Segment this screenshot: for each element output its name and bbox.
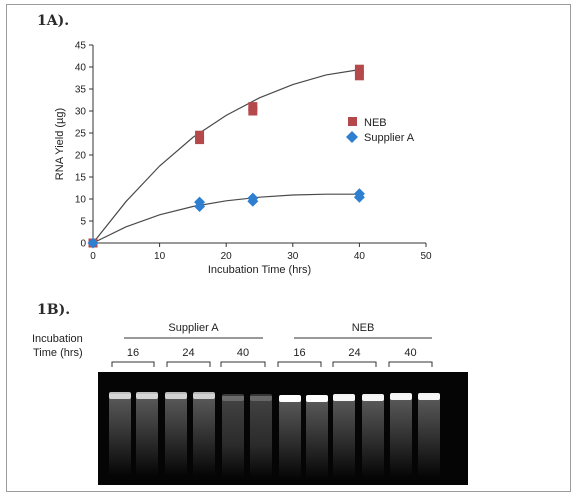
- gel-time-label: 16: [293, 347, 305, 359]
- fit-curve-1: [92, 193, 360, 244]
- gel-band: [193, 392, 215, 399]
- gel-time-label: 24: [182, 347, 194, 359]
- data-point: [353, 188, 365, 200]
- y-tick-label: 35: [75, 85, 87, 96]
- gel-lane-smear: [362, 396, 384, 478]
- gel-group-label: Supplier A: [168, 322, 219, 334]
- legend-label: NEB: [364, 117, 387, 129]
- x-tick-label: 10: [154, 251, 166, 262]
- gel-band: [306, 395, 328, 402]
- gel-lane-smear: [250, 396, 272, 478]
- x-axis-label: Incubation Time (hrs): [208, 264, 311, 276]
- gel-band: [222, 394, 244, 401]
- y-tick-label: 15: [75, 173, 87, 184]
- figure-frame: 1A). 1B). 0 5 10 15 20 25 30 35 40 45 0 10 20 30 40 50 I…: [6, 4, 571, 492]
- gel-time-bracket: [332, 361, 377, 367]
- y-tick-label: 0: [80, 239, 86, 250]
- y-tick-label: 10: [75, 195, 87, 206]
- incubation-label: Incubation: [32, 333, 83, 345]
- gel-time-bracket: [277, 361, 322, 367]
- gel-band: [279, 395, 301, 402]
- x-tick-label: 20: [221, 251, 233, 262]
- data-point: [248, 102, 258, 112]
- gel-lane-smear: [109, 394, 131, 476]
- gel-time-label: 40: [404, 347, 416, 359]
- gel-band: [362, 394, 384, 401]
- gel-lane-smear: [390, 395, 412, 477]
- data-point: [354, 64, 364, 74]
- legend-label: Supplier A: [364, 132, 415, 144]
- gel-lane-smear: [222, 396, 244, 478]
- panel-a-label: 1A).: [37, 13, 70, 29]
- gel-lane-smear: [418, 395, 440, 477]
- x-tick-label: 0: [90, 251, 96, 262]
- y-tick-label: 30: [75, 107, 87, 118]
- gel-band: [165, 392, 187, 399]
- y-tick-label: 45: [75, 41, 87, 52]
- gel-lane-smear: [279, 397, 301, 479]
- gel-time-bracket: [388, 361, 433, 367]
- legend-marker: [348, 117, 357, 126]
- y-tick-label: 25: [75, 129, 87, 140]
- gel-time-bracket: [111, 361, 155, 367]
- data-point: [87, 237, 99, 249]
- gel-time-label: 40: [237, 347, 249, 359]
- data-point: [247, 192, 259, 204]
- data-point: [194, 196, 206, 208]
- gel-lane-smear: [193, 394, 215, 476]
- gel-image: Supplier A NEB 16 24 40 16 24 40: [98, 322, 468, 485]
- gel-time-bracket: [166, 361, 211, 367]
- gel-time-label: 16: [127, 347, 139, 359]
- time-hrs-label: Time (hrs): [33, 347, 83, 359]
- x-tick-label: 40: [354, 251, 366, 262]
- y-tick-label: 20: [75, 151, 87, 162]
- rna-yield-chart: 0 5 10 15 20 25 30 35 40 45 0 10 20 30 40 50 Incubation …: [54, 41, 432, 277]
- gel-lane-smear: [333, 396, 355, 478]
- gel-group-label: NEB: [352, 322, 375, 334]
- legend-marker: [346, 131, 358, 143]
- gel-band: [136, 392, 158, 399]
- x-tick-label: 30: [287, 251, 299, 262]
- gel-time-label: 24: [348, 347, 360, 359]
- gel-band: [390, 393, 412, 400]
- data-point: [195, 130, 205, 140]
- gel-band: [418, 393, 440, 400]
- gel-band: [250, 394, 272, 401]
- gel-lane-smear: [306, 397, 328, 479]
- y-tick-label: 5: [80, 217, 86, 228]
- data-point: [354, 71, 364, 81]
- gel-lane-smear: [136, 394, 158, 476]
- y-axis-label: RNA Yield (µg): [54, 108, 66, 180]
- gel-time-bracket: [220, 361, 266, 367]
- gel-band: [109, 392, 131, 399]
- x-tick-label: 50: [420, 251, 432, 262]
- panel-b-label: 1B).: [37, 302, 71, 318]
- y-tick-label: 40: [75, 63, 87, 74]
- gel-band: [333, 394, 355, 401]
- fit-curve-0: [92, 69, 360, 244]
- gel-lane-smear: [165, 394, 187, 476]
